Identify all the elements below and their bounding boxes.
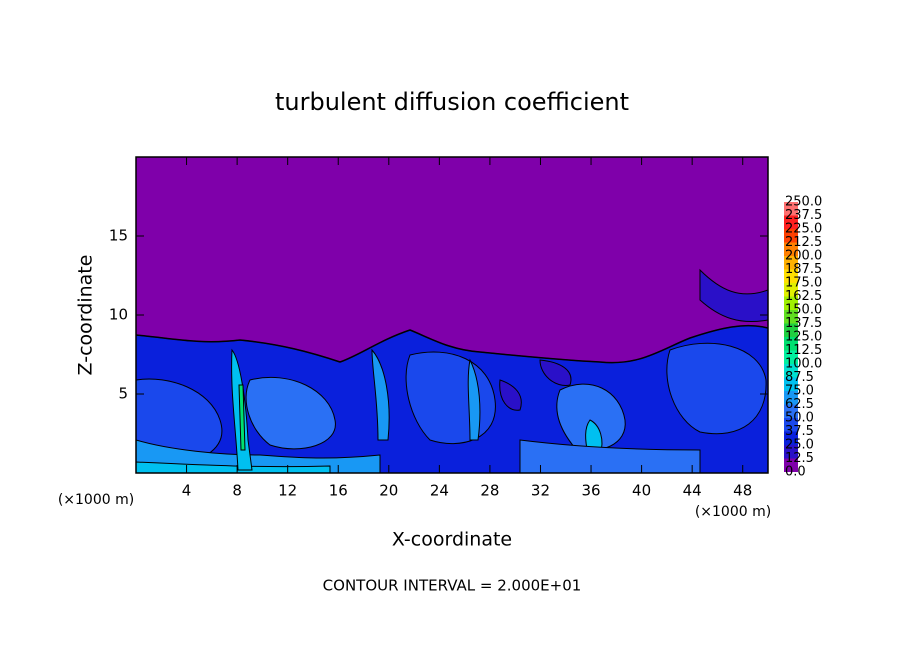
colorbar-swatch xyxy=(784,229,798,243)
colorbar-label: 87.5 xyxy=(785,370,814,385)
annotation: CONTOUR INTERVAL = 2.000E+01 xyxy=(323,577,582,595)
colorbar-label: 100.0 xyxy=(785,357,822,372)
contour-region xyxy=(245,376,336,450)
colorbar-label: 225.0 xyxy=(785,222,822,237)
colorbar-swatch xyxy=(784,202,798,216)
chart-title: turbulent diffusion coefficient xyxy=(275,88,629,116)
x-tick-label: 20 xyxy=(379,482,398,500)
colorbar-swatch xyxy=(784,256,798,270)
colorbar-label: 12.5 xyxy=(785,451,814,466)
x-tick-label: 12 xyxy=(278,482,297,500)
x-tick-label: 48 xyxy=(733,482,752,500)
colorbar-label: 237.5 xyxy=(785,208,822,223)
contour-region xyxy=(699,268,768,323)
colorbar-label: 212.5 xyxy=(785,235,822,250)
colorbar-swatch xyxy=(784,404,798,418)
x-tick-label: 44 xyxy=(683,482,702,500)
colorbar-swatch xyxy=(784,418,798,432)
colorbar-swatch xyxy=(784,323,798,337)
colorbar-label: 162.5 xyxy=(785,289,822,304)
colorbar-label: 137.5 xyxy=(785,316,822,331)
colorbar-swatch xyxy=(784,215,798,229)
colorbar-swatch xyxy=(784,364,798,378)
colorbar-label: 125.0 xyxy=(785,330,822,345)
y-tick-label: 5 xyxy=(118,385,128,403)
colorbar-swatch xyxy=(784,350,798,364)
x-axis-label: X-coordinate xyxy=(392,529,512,551)
x-tick-label: 32 xyxy=(531,482,550,500)
colorbar-swatch xyxy=(784,242,798,256)
x-tick-label: 16 xyxy=(329,482,348,500)
y-axis-label: Z-coordinate xyxy=(75,255,97,376)
colorbar-label: 62.5 xyxy=(785,397,814,412)
colorbar-swatch xyxy=(784,337,798,351)
colorbar-label: 50.0 xyxy=(785,411,814,426)
colorbar-label: 75.0 xyxy=(785,384,814,399)
colorbar-label: 25.0 xyxy=(785,438,814,453)
y-tick-label: 10 xyxy=(109,306,128,324)
y-units: (×1000 m) xyxy=(58,492,134,508)
y-tick-label: 15 xyxy=(109,227,128,245)
contour-region xyxy=(666,342,767,435)
contour-field xyxy=(136,157,768,473)
colorbar-swatch xyxy=(784,431,798,445)
colorbar-swatch xyxy=(784,310,798,324)
contour-region xyxy=(371,348,390,441)
x-tick-label: 24 xyxy=(430,482,449,500)
colorbar-label: 250.0 xyxy=(785,195,822,210)
colorbar-label: 187.5 xyxy=(785,262,822,277)
colorbar-label: 200.0 xyxy=(785,249,822,264)
colorbar-swatch xyxy=(784,445,798,459)
x-tick-label: 8 xyxy=(232,482,242,500)
colorbar-label: 37.5 xyxy=(785,424,814,439)
colorbar-label: 0.0 xyxy=(785,465,806,480)
colorbar-swatch xyxy=(784,458,798,472)
contour-region xyxy=(556,383,626,451)
colorbar-swatch xyxy=(784,283,798,297)
colorbar-swatch xyxy=(784,296,798,310)
colorbar-swatch xyxy=(784,377,798,391)
contour-region xyxy=(539,359,572,386)
colorbar-label: 175.0 xyxy=(785,276,822,291)
x-tick-label: 36 xyxy=(581,482,600,500)
colorbar-label: 150.0 xyxy=(785,303,822,318)
x-tick-label: 4 xyxy=(182,482,192,500)
x-tick-label: 40 xyxy=(632,482,651,500)
contour-region xyxy=(467,358,481,441)
colorbar-swatch xyxy=(784,269,798,283)
contour-region xyxy=(499,379,522,411)
x-tick-label: 28 xyxy=(480,482,499,500)
contour-region xyxy=(519,439,701,473)
contour-line xyxy=(136,324,768,364)
colorbar-label: 112.5 xyxy=(785,343,822,358)
contour-region xyxy=(238,384,246,451)
x-units: (×1000 m) xyxy=(695,504,771,520)
colorbar-swatch xyxy=(784,391,798,405)
